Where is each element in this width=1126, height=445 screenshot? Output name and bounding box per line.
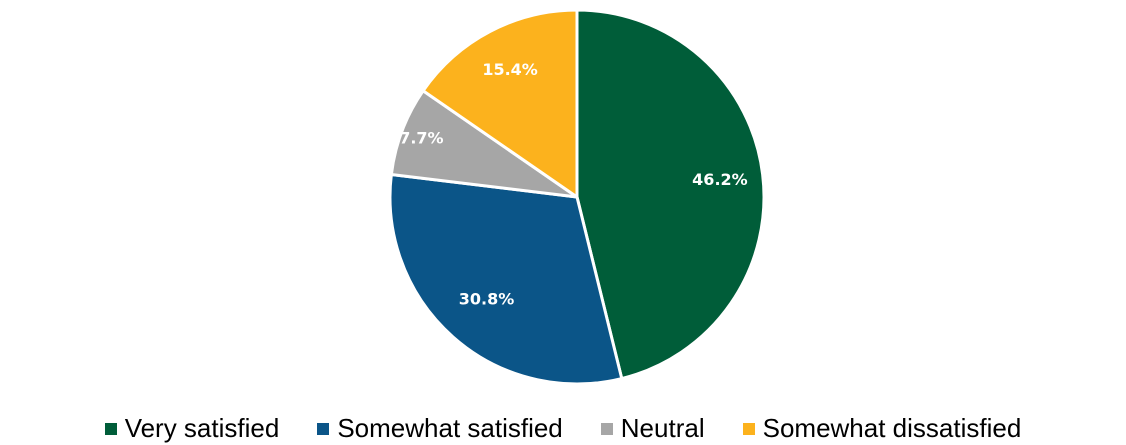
data-label: 30.8% [459, 290, 515, 309]
legend-label: Very satisfied [124, 413, 280, 443]
legend-label: Somewhat dissatisfied [762, 413, 1022, 443]
legend-item: Somewhat satisfied [317, 413, 563, 444]
pie-slice-somewhat-satisfied [388, 172, 624, 386]
pie-chart: 46.2% 30.8% 7.7% 15.4% [388, 8, 766, 386]
data-label: 7.7% [399, 128, 443, 147]
legend-item: Neutral [600, 413, 705, 444]
legend-swatch [317, 422, 330, 435]
legend: Very satisfied Somewhat satisfied Neutral S… [0, 412, 1126, 445]
pie-slice-somewhat-dissatisfied [421, 8, 579, 199]
pie-slice-very-satisfied [575, 8, 766, 381]
legend-swatch [742, 422, 755, 435]
legend-swatch [600, 422, 613, 435]
data-label: 15.4% [482, 60, 538, 79]
legend-item: Very satisfied [104, 413, 280, 444]
legend-swatch [104, 422, 117, 435]
data-label: 46.2% [692, 170, 748, 189]
legend-label: Neutral [620, 413, 705, 443]
legend-label: Somewhat satisfied [337, 413, 563, 443]
legend-item: Somewhat dissatisfied [742, 413, 1022, 444]
